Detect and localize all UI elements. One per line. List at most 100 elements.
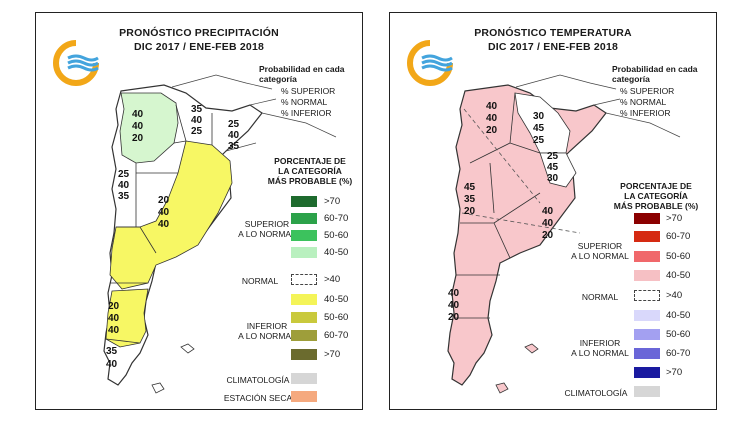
precipitation-map: 40 40 20 35 40 25 25 40 35 25 40 35 20 4…: [103, 74, 337, 394]
label-inferior-gt70: >70: [324, 349, 341, 360]
value-inferior: 35: [118, 191, 130, 202]
swatch-superior-gt70: [634, 213, 660, 224]
region-central-fill: [109, 140, 233, 290]
precip-title: PRONÓSTICO PRECIPITACIÓN: [119, 27, 279, 39]
value-superior: 20: [108, 301, 120, 312]
label-superior-50-60: 50-60: [666, 251, 691, 262]
region-label-nea: 30 45 25: [533, 111, 545, 146]
value-inferior: 20: [132, 133, 144, 144]
group-inferior: INFERIOR A LO NORMAL: [571, 338, 629, 358]
value-superior: 25: [228, 119, 240, 130]
smn-logo-icon: [53, 40, 99, 86]
label-normal-gt40: >40: [324, 274, 341, 285]
value-superior: 25: [118, 169, 130, 180]
value-superior: 20: [158, 195, 170, 206]
prob-title: Probabilidad en cada categoría: [612, 64, 698, 84]
temp-period: DIC 2017 / ENE-FEB 2018: [487, 41, 619, 53]
islands: [180, 343, 195, 354]
region-label-patagonia-north: 20 40 40: [108, 301, 120, 336]
precipitation-forecast-panel: 40 40 20 35 40 25 25 40 35 25 40 35 20 4…: [35, 12, 363, 410]
swatch-superior-gt70: [291, 196, 317, 207]
label-inferior-60-70: 60-70: [666, 348, 691, 359]
value-normal: 40: [448, 300, 460, 311]
group-normal: NORMAL: [241, 276, 279, 286]
label-inferior-40-50: 40-50: [324, 294, 349, 305]
value-superior: 30: [533, 111, 545, 122]
temperature-map: 40 40 20 30 45 25 25 45 30 45 35 20 40 4…: [447, 74, 681, 394]
value-inferior: 20: [542, 230, 554, 241]
region-label-nea-east: 25 40 35: [228, 119, 240, 152]
region-label-pampa: 40 40 20: [542, 206, 554, 241]
region-label-pampa: 20 40 40: [158, 195, 170, 230]
swatch-inferior-gt70: [634, 367, 660, 378]
group-superior: SUPERIOR A LO NORMAL: [571, 241, 629, 261]
value-superior: 40: [486, 101, 498, 112]
swatch-normal: [634, 290, 660, 301]
value-normal: 40: [191, 115, 203, 126]
value-normal: 45: [547, 162, 559, 173]
label-superior-gt70: >70: [324, 196, 341, 207]
value-normal: 40: [106, 359, 118, 370]
value-normal: 40: [108, 313, 120, 324]
region-noa-fill: [119, 92, 179, 164]
region-label-patagonia: 40 40 20: [448, 288, 460, 323]
label-normal-gt40: >40: [666, 290, 683, 301]
swatch-dry-season: [291, 391, 317, 402]
label-superior-50-60: 50-60: [324, 230, 349, 241]
value-inferior: 40: [158, 219, 170, 230]
prob-item-superior: % SUPERIOR: [281, 86, 336, 96]
swatch-superior-60-70: [291, 213, 317, 224]
climatology-label: CLIMATOLOGÍA: [564, 388, 628, 398]
climatology-label: CLIMATOLOGÍA: [226, 375, 290, 385]
label-superior-gt70: >70: [666, 213, 683, 224]
region-label-cuyo: 45 35 20: [464, 182, 476, 217]
value-inferior: 35: [228, 141, 240, 152]
value-superior: 35: [191, 104, 203, 115]
value-normal: 35: [464, 194, 476, 205]
value-normal: 45: [533, 123, 545, 134]
smn-logo-icon: [407, 40, 453, 86]
value-superior: 40: [542, 206, 554, 217]
value-inferior: 30: [547, 173, 559, 184]
swatch-superior-50-60: [634, 251, 660, 262]
group-normal: NORMAL: [581, 292, 619, 302]
value-inferior: 40: [108, 325, 120, 336]
value-normal: 40: [132, 121, 144, 132]
swatch-inferior-40-50: [634, 310, 660, 321]
region-label-noa: 40 40 20: [486, 101, 498, 136]
value-normal: 40: [118, 180, 130, 191]
group-superior: SUPERIOR A LO NORMAL: [238, 219, 296, 239]
value-normal: 40: [486, 113, 498, 124]
value-inferior: 20: [464, 206, 476, 217]
swatch-inferior-60-70: [291, 330, 317, 341]
prob-item-inferior: % INFERIOR: [620, 108, 671, 118]
temperature-forecast-panel: 40 40 20 30 45 25 25 45 30 45 35 20 40 4…: [389, 12, 717, 410]
region-label-nea-north: 35 40 25: [191, 104, 203, 137]
prob-item-inferior: % INFERIOR: [281, 108, 332, 118]
label-superior-40-50: 40-50: [324, 247, 349, 258]
swatch-inferior-50-60: [291, 312, 317, 323]
swatch-climatology: [291, 373, 317, 384]
dry-season-label: ESTACIÓN SECA: [223, 393, 293, 403]
value-inferior: 20: [486, 125, 498, 136]
argentina-outline: [447, 84, 607, 386]
swatch-inferior-gt70: [291, 349, 317, 360]
value-superior: 25: [547, 151, 559, 162]
precip-period: DIC 2017 / ENE-FEB 2018: [133, 41, 265, 53]
legend-heading: PORCENTAJE DE LA CATEGORÍA MÁS PROBABLE …: [613, 181, 699, 211]
prob-item-normal: % NORMAL: [281, 97, 328, 107]
label-superior-60-70: 60-70: [324, 213, 349, 224]
value-superior: 35: [106, 346, 118, 357]
label-inferior-gt70: >70: [666, 367, 683, 378]
region-label-cuyo: 25 40 35: [118, 169, 130, 202]
swatch-climatology: [634, 386, 660, 397]
swatch-superior-40-50: [291, 247, 317, 258]
islands: [524, 343, 539, 354]
swatch-inferior-40-50: [291, 294, 317, 305]
swatch-inferior-60-70: [634, 348, 660, 359]
swatch-superior-60-70: [634, 231, 660, 242]
region-litoral-fill: [539, 152, 577, 188]
temp-title: PRONÓSTICO TEMPERATURA: [474, 27, 632, 39]
prob-item-superior: % SUPERIOR: [620, 86, 675, 96]
value-inferior: 25: [191, 126, 203, 137]
